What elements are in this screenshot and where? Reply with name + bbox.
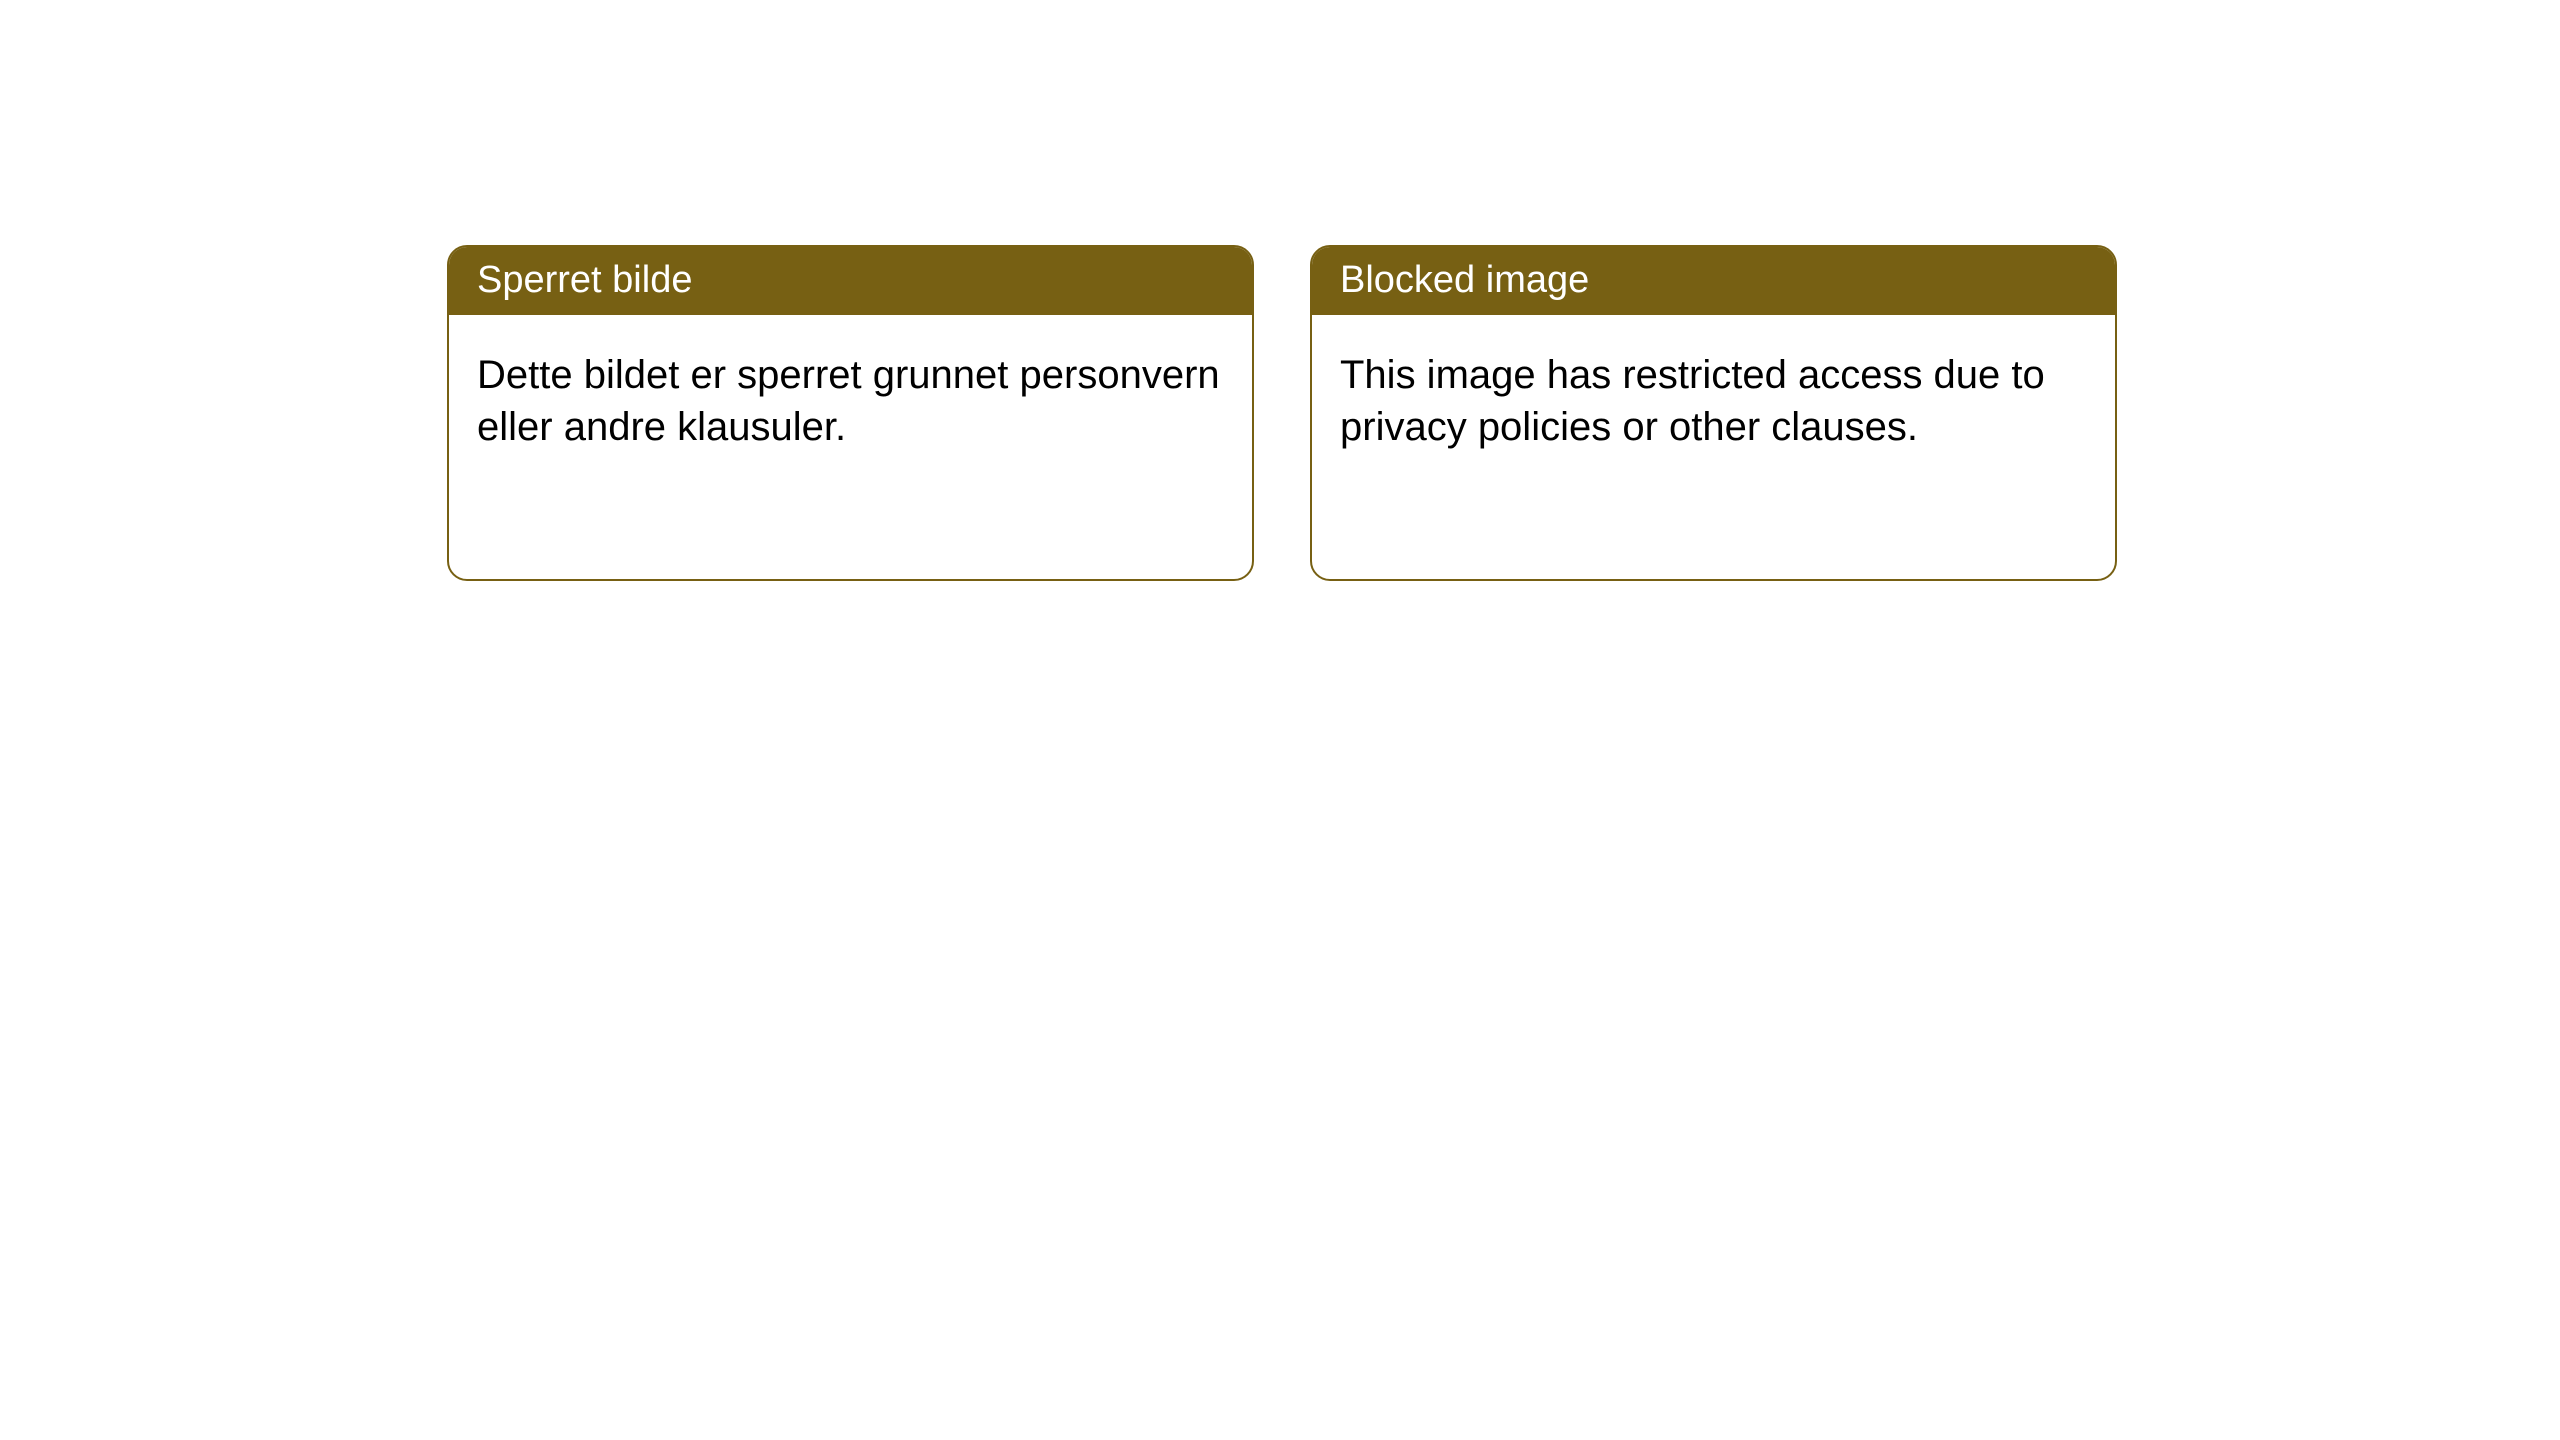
card-body-en: This image has restricted access due to … [1312, 315, 2115, 487]
notice-container: Sperret bilde Dette bildet er sperret gr… [0, 0, 2560, 581]
blocked-image-card-no: Sperret bilde Dette bildet er sperret gr… [447, 245, 1254, 581]
blocked-image-card-en: Blocked image This image has restricted … [1310, 245, 2117, 581]
card-header-en: Blocked image [1312, 247, 2115, 315]
card-header-no: Sperret bilde [449, 247, 1252, 315]
card-body-no: Dette bildet er sperret grunnet personve… [449, 315, 1252, 487]
